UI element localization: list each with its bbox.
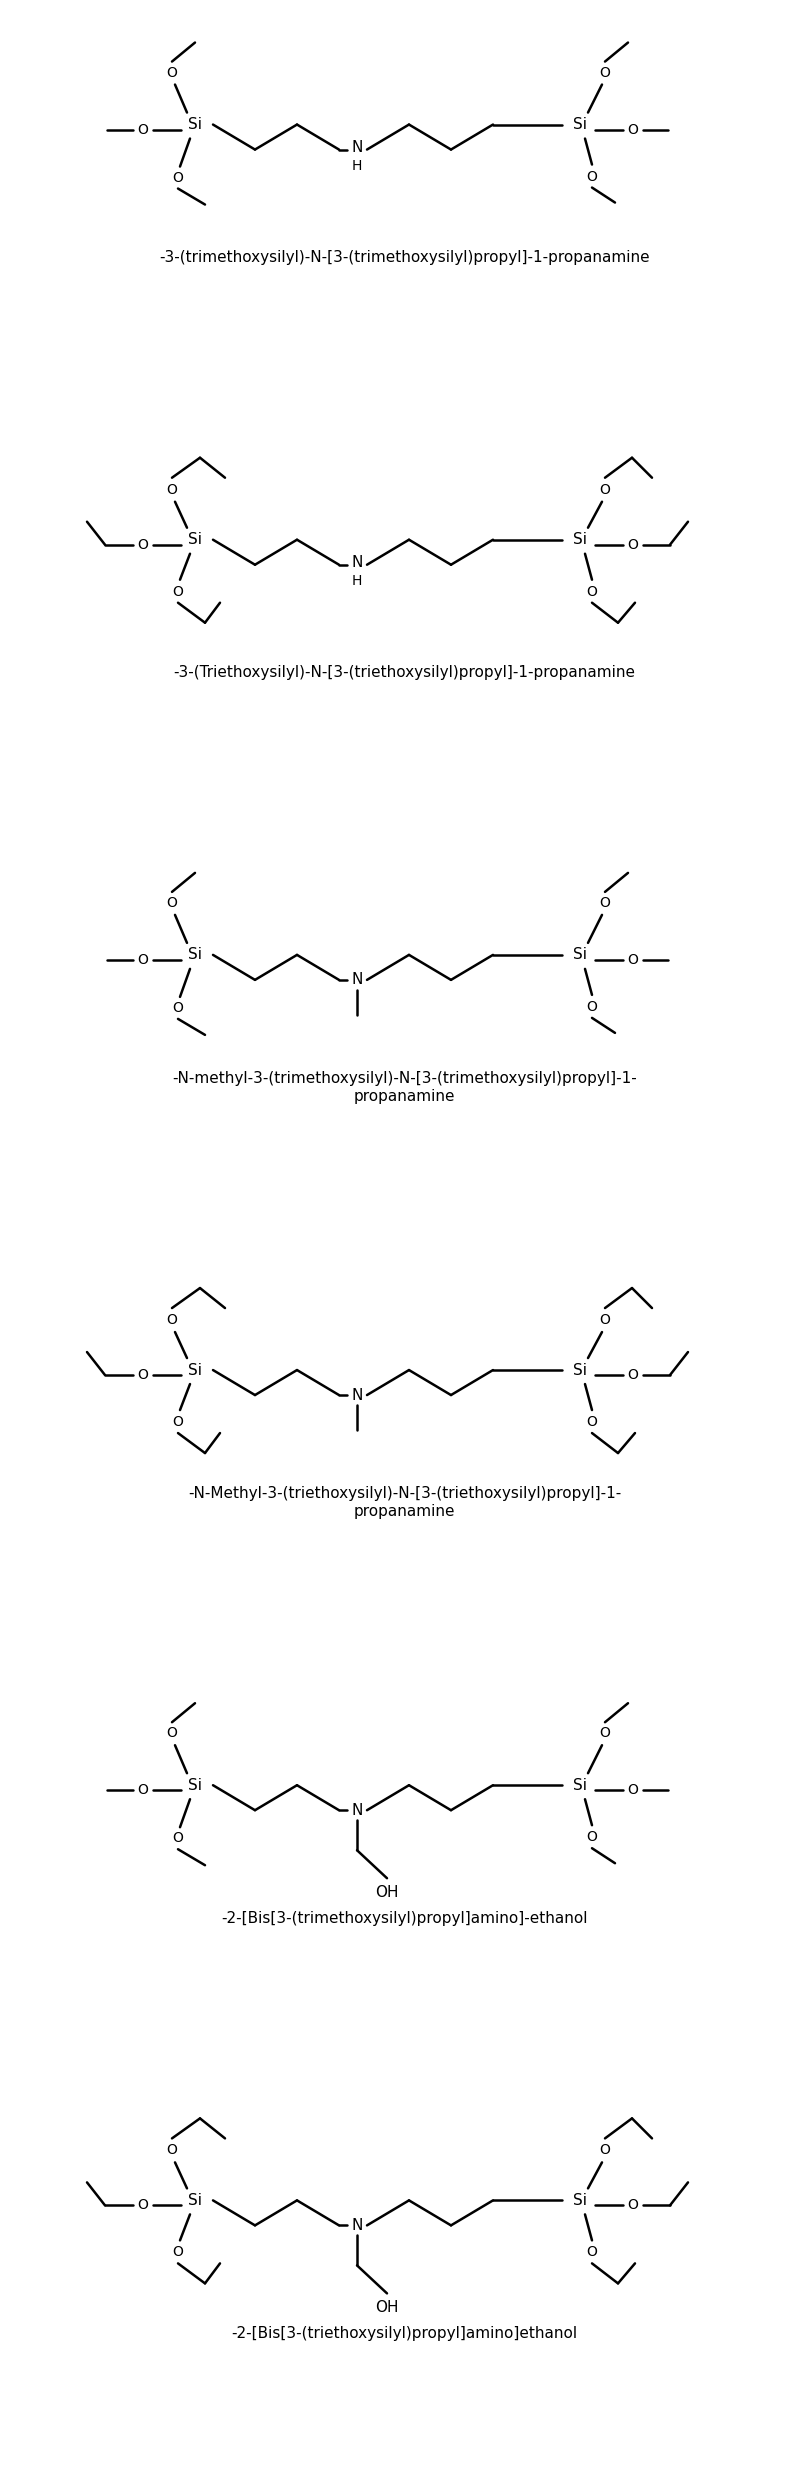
Text: propanamine: propanamine bbox=[354, 1089, 455, 1104]
Text: O: O bbox=[599, 1313, 611, 1328]
Text: O: O bbox=[599, 483, 611, 496]
Text: O: O bbox=[138, 1784, 148, 1796]
Text: O: O bbox=[167, 483, 177, 496]
Text: O: O bbox=[628, 122, 638, 137]
Text: Si: Si bbox=[188, 1363, 202, 1378]
Text: Si: Si bbox=[573, 533, 587, 548]
Text: N: N bbox=[351, 139, 362, 154]
Text: N: N bbox=[351, 971, 362, 986]
Text: Si: Si bbox=[188, 533, 202, 548]
Text: Si: Si bbox=[573, 2192, 587, 2207]
Text: O: O bbox=[172, 1001, 184, 1014]
Text: H: H bbox=[352, 573, 362, 588]
Text: N: N bbox=[351, 555, 362, 570]
Text: O: O bbox=[172, 2244, 184, 2259]
Text: -N-Methyl-3-(triethoxysilyl)-N-[3-(triethoxysilyl)propyl]-1-: -N-Methyl-3-(triethoxysilyl)-N-[3-(triet… bbox=[188, 1487, 621, 1502]
Text: OH: OH bbox=[375, 1886, 399, 1901]
Text: O: O bbox=[138, 1368, 148, 1383]
Text: O: O bbox=[167, 897, 177, 909]
Text: O: O bbox=[628, 1784, 638, 1796]
Text: O: O bbox=[172, 585, 184, 598]
Text: N: N bbox=[351, 1387, 362, 1402]
Text: -3-(trimethoxysilyl)-N-[3-(trimethoxysilyl)propyl]-1-propanamine: -3-(trimethoxysilyl)-N-[3-(trimethoxysil… bbox=[159, 249, 650, 264]
Text: O: O bbox=[599, 1726, 611, 1741]
Text: O: O bbox=[172, 1831, 184, 1846]
Text: O: O bbox=[599, 2142, 611, 2157]
Text: O: O bbox=[138, 538, 148, 551]
Text: Si: Si bbox=[573, 947, 587, 962]
Text: propanamine: propanamine bbox=[354, 1505, 455, 1520]
Text: Si: Si bbox=[573, 1363, 587, 1378]
Text: O: O bbox=[167, 65, 177, 80]
Text: O: O bbox=[172, 169, 184, 184]
Text: O: O bbox=[599, 65, 611, 80]
Text: O: O bbox=[167, 2142, 177, 2157]
Text: Si: Si bbox=[188, 2192, 202, 2207]
Text: O: O bbox=[628, 954, 638, 967]
Text: O: O bbox=[628, 538, 638, 551]
Text: O: O bbox=[587, 2244, 597, 2259]
Text: -2-[Bis[3-(triethoxysilyl)propyl]amino]ethanol: -2-[Bis[3-(triethoxysilyl)propyl]amino]e… bbox=[231, 2327, 578, 2342]
Text: O: O bbox=[138, 122, 148, 137]
Text: O: O bbox=[167, 1726, 177, 1741]
Text: O: O bbox=[138, 2200, 148, 2212]
Text: -N-methyl-3-(trimethoxysilyl)-N-[3-(trimethoxysilyl)propyl]-1-: -N-methyl-3-(trimethoxysilyl)-N-[3-(trim… bbox=[172, 1071, 637, 1086]
Text: O: O bbox=[167, 1313, 177, 1328]
Text: O: O bbox=[587, 1831, 597, 1843]
Text: H: H bbox=[352, 159, 362, 172]
Text: O: O bbox=[172, 1415, 184, 1430]
Text: N: N bbox=[351, 1803, 362, 1818]
Text: O: O bbox=[628, 2200, 638, 2212]
Text: O: O bbox=[587, 1415, 597, 1430]
Text: N: N bbox=[351, 2217, 362, 2232]
Text: Si: Si bbox=[188, 947, 202, 962]
Text: Si: Si bbox=[188, 1779, 202, 1794]
Text: -2-[Bis[3-(trimethoxysilyl)propyl]amino]-ethanol: -2-[Bis[3-(trimethoxysilyl)propyl]amino]… bbox=[221, 1911, 588, 1926]
Text: O: O bbox=[138, 954, 148, 967]
Text: -3-(Triethoxysilyl)-N-[3-(triethoxysilyl)propyl]-1-propanamine: -3-(Triethoxysilyl)-N-[3-(triethoxysilyl… bbox=[173, 665, 636, 680]
Text: Si: Si bbox=[573, 1779, 587, 1794]
Text: Si: Si bbox=[573, 117, 587, 132]
Text: O: O bbox=[587, 169, 597, 184]
Text: Si: Si bbox=[188, 117, 202, 132]
Text: O: O bbox=[628, 1368, 638, 1383]
Text: O: O bbox=[599, 897, 611, 909]
Text: O: O bbox=[587, 999, 597, 1014]
Text: O: O bbox=[587, 585, 597, 598]
Text: OH: OH bbox=[375, 2299, 399, 2314]
